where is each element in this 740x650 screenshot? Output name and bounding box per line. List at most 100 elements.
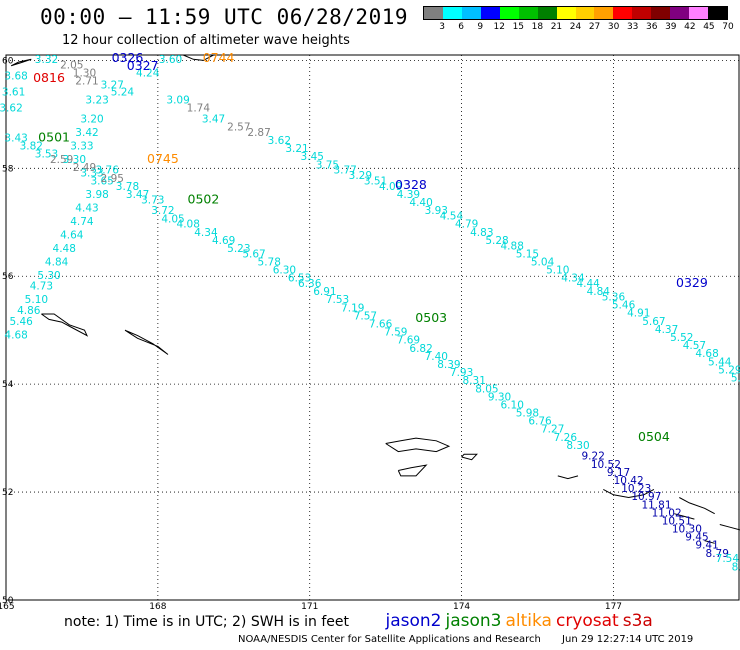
wave-height-value: 7.19 xyxy=(341,302,364,314)
island-outline xyxy=(397,464,428,477)
legend-label: 45 xyxy=(703,22,715,32)
wave-height-value: 10.42 xyxy=(614,475,644,487)
legend-swatch xyxy=(708,7,727,19)
wave-height-value: 7.53 xyxy=(326,294,349,306)
island-outline xyxy=(719,524,740,531)
wave-height-value: 1.74 xyxy=(187,103,211,115)
wave-height-value: 4.84 xyxy=(45,256,69,268)
map-grid xyxy=(5,55,740,601)
wave-height-value: 4.73 xyxy=(30,281,53,293)
wave-height-value: 4.68 xyxy=(4,329,27,341)
wave-height-value: 11.81 xyxy=(641,499,671,511)
legend-swatch xyxy=(613,7,633,19)
island-outline xyxy=(41,313,89,337)
legend-label: 27 xyxy=(588,22,601,32)
wave-height-value: 3.23 xyxy=(85,95,108,107)
wave-height-value: 6.10 xyxy=(501,399,524,411)
wave-height-value: 8.3 xyxy=(732,561,740,573)
lon-tick-label: 165 xyxy=(0,602,15,612)
wave-height-value: 9.45 xyxy=(685,532,708,544)
wave-height-value: 3.21 xyxy=(285,143,308,155)
credit-timestamp: Jun 29 12:27:14 UTC 2019 xyxy=(562,634,694,645)
pass-time-label: 0816 xyxy=(33,70,65,85)
pass-time-label: 0744 xyxy=(203,50,235,65)
lat-tick-label: 60 xyxy=(2,56,14,66)
map-footer: note: 1) Time is in UTC; 2) SWH is in fe… xyxy=(64,611,653,631)
satellite-name: cryosat xyxy=(555,611,619,631)
satellite-name: altika xyxy=(505,611,552,631)
wave-height-value: 10.52 xyxy=(591,459,621,471)
wave-height-value: 1.30 xyxy=(73,68,96,80)
wave-height-value: 10.30 xyxy=(672,524,702,536)
wave-height-value: 4.34 xyxy=(561,273,585,285)
wave-height-value: 4.39 xyxy=(397,189,420,201)
wave-height-value: 3.62 xyxy=(0,103,23,115)
legend-swatch xyxy=(594,7,614,19)
wave-height-value: 2.05 xyxy=(60,59,83,71)
wave-height-value: 10.97 xyxy=(631,491,661,503)
wave-height-value: 2.87 xyxy=(247,127,270,139)
wave-height-value: 6.30 xyxy=(273,265,296,277)
credit-line: NOAA/NESDIS Center for Satellite Applica… xyxy=(238,634,711,645)
legend-swatch xyxy=(424,7,443,19)
legend-label: 39 xyxy=(665,22,677,32)
pass-time-label: 0329 xyxy=(676,275,708,290)
wave-height-value: 7.26 xyxy=(554,432,578,444)
wave-height-value: 4.91 xyxy=(627,308,650,320)
legend-swatch xyxy=(461,7,481,19)
wave-height-value: 8.05 xyxy=(475,383,498,395)
wave-height-value: 7.69 xyxy=(397,335,420,347)
island-outline xyxy=(183,54,214,61)
wave-height-value: 4.43 xyxy=(75,202,98,214)
wave-height-value: 5.23 xyxy=(227,243,250,255)
island-outline xyxy=(461,453,478,461)
wave-height-value: 2.59 xyxy=(50,154,73,166)
wave-height-value: 3.98 xyxy=(85,189,108,201)
legend-swatch xyxy=(556,7,576,19)
lat-tick-label: 58 xyxy=(2,164,14,174)
axis-ticks: 165 168 171 174 177 60 58 56 54 52 50 xyxy=(0,56,622,612)
wave-height-value: 2.71 xyxy=(75,76,98,88)
wave-height-value: 5.59 xyxy=(731,372,740,384)
wave-height-value: 4.37 xyxy=(655,324,678,336)
wave-height-value: 3.75 xyxy=(316,159,339,171)
wave-height-value: 6.53 xyxy=(288,273,311,285)
legend-label: 15 xyxy=(512,22,525,32)
wave-height-value: 4.84 xyxy=(587,286,611,298)
island-outline xyxy=(10,58,32,67)
wave-height-value: 2.95 xyxy=(101,173,124,185)
wave-height-value: 8.79 xyxy=(706,548,729,560)
wave-height-value: 7.93 xyxy=(450,367,473,379)
credit-agency: NOAA/NESDIS Center for Satellite Applica… xyxy=(238,634,541,645)
wave-height-value: 3.47 xyxy=(202,113,225,125)
wave-height-value: 4.09 xyxy=(379,181,402,193)
legend-swatch xyxy=(575,7,595,19)
legend-label: 24 xyxy=(569,22,582,32)
pass-time-label: 0328 xyxy=(395,177,427,192)
pass-time-label: 0327 xyxy=(127,58,159,73)
lat-tick-label: 52 xyxy=(2,488,13,498)
legend-label: 6 xyxy=(458,22,464,32)
wave-height-value: 5.24 xyxy=(111,86,135,98)
island-outline xyxy=(603,488,655,499)
wave-height-value: 5.67 xyxy=(242,248,265,260)
wave-height-value: 4.44 xyxy=(576,278,600,290)
legend-label: 36 xyxy=(646,22,658,32)
wave-height-value: 3.93 xyxy=(425,205,448,217)
lon-tick-label: 168 xyxy=(149,602,166,612)
wave-height-value: 5.10 xyxy=(546,265,569,277)
wave-observations: 3.32 2.05 3.60 3.68 1.30 4.24 3.61 2.71 3.275.24… xyxy=(0,54,740,573)
wave-height-value: 5.36 xyxy=(602,292,626,304)
wave-height-value: 5.15 xyxy=(516,248,539,260)
chart-title: 00:00 – 11:59 UTC 06/28/2019 xyxy=(40,5,409,29)
wave-height-value: 3.60 xyxy=(159,54,182,66)
wave-height-value: 5.46 xyxy=(612,300,636,312)
wave-height-value: 8.39 xyxy=(437,359,460,371)
island-outline xyxy=(557,475,579,480)
pass-time-label: 0326 xyxy=(112,50,144,65)
wave-height-value: 5.10 xyxy=(25,294,48,306)
wave-height-value: 7.27 xyxy=(541,424,564,436)
land-outlines xyxy=(10,54,740,544)
